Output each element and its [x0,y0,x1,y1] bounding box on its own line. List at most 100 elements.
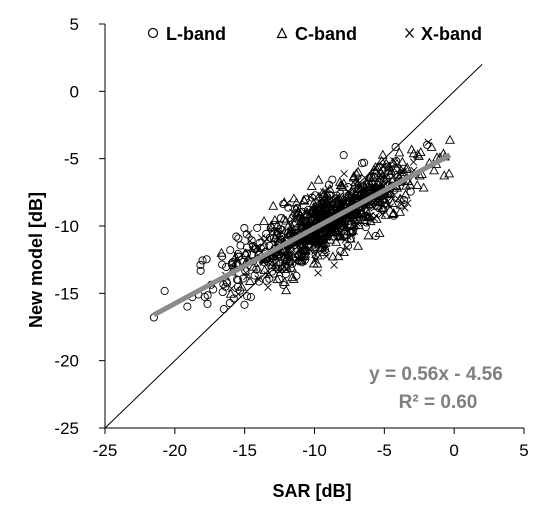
data-point [375,202,384,210]
data-point [259,258,268,266]
y-tick-label: -20 [54,352,79,371]
data-point [300,223,308,231]
lines [104,64,483,429]
series-x-band [221,138,433,298]
data-point [265,274,274,283]
data-point [287,272,298,282]
data-point [314,236,323,244]
data-point [262,276,271,285]
data-point [356,183,365,191]
data-point [264,283,272,292]
data-point [278,213,289,223]
data-point [272,262,283,272]
data-point [244,276,255,285]
data-point [358,190,366,199]
data-point [306,181,317,190]
data-point [288,273,299,283]
data-point [286,227,294,235]
data-point [365,212,374,220]
data-point [341,198,350,207]
data-point [281,285,292,295]
data-point [360,158,369,167]
data-point [317,229,325,238]
data-point [248,261,259,271]
legend-label-x-band: X-band [421,24,482,44]
data-point [306,246,314,254]
data-point [240,248,251,258]
data-point [225,288,236,298]
x-tick-label: -25 [93,441,118,460]
data-point [240,300,249,309]
data-point [227,284,236,293]
data-point [395,206,405,216]
data-point [327,251,338,261]
data-point [300,220,308,228]
data-point [246,292,255,302]
data-point [203,299,212,308]
data-point [269,214,280,224]
data-point [312,258,323,268]
data-point [348,171,359,180]
data-point [339,198,347,206]
data-point [254,274,262,283]
data-point [363,187,371,195]
y-tick-label: -15 [54,284,79,303]
data-point [385,165,393,173]
data-point [333,230,341,239]
data-point [248,242,259,252]
data-point [298,195,309,204]
data-point [322,244,331,253]
data-point [245,229,253,238]
data-point [160,286,169,296]
data-point [277,228,286,236]
data-point [380,195,391,205]
data-point [311,250,320,259]
legend-item-c-band: C-band [276,24,357,44]
data-point [339,247,349,257]
triangle-marker-icon [276,27,288,39]
data-point [218,288,227,297]
data-point [418,182,429,192]
y-tick-label: 5 [70,15,79,34]
data-point [243,272,251,281]
legend-item-x-band: X-band [405,24,482,44]
data-point [234,290,243,298]
data-point [292,213,300,222]
data-point [309,207,318,216]
data-point [263,235,271,243]
data-point [296,255,307,265]
data-point [283,245,291,254]
data-point [394,194,402,203]
x-tick-label: -20 [163,441,188,460]
y-axis-title: New model [dB] [26,192,46,328]
data-point [409,158,418,166]
data-point [351,180,359,188]
data-point [225,298,234,308]
x-tick-label: -5 [377,441,392,460]
data-point [374,228,385,238]
data-point [252,263,263,273]
data-point [253,243,261,251]
data-point [388,193,396,201]
data-point [291,257,299,265]
data-point [344,232,352,241]
data-point [306,193,314,201]
data-point [285,226,296,236]
x-tick-label: 5 [519,441,528,460]
data-point [334,176,345,186]
data-point [286,212,297,222]
data-point [429,165,440,175]
data-point [252,265,261,274]
data-point [311,250,319,259]
data-point [377,149,388,159]
tick-labels: -25 -20 -15 -10 -5 0 5 5 0 -5 -10 -15 -20 -25 [54,15,528,460]
data-point [390,157,398,165]
data-point [216,247,227,257]
x-axis-title: SAR [dB] [273,481,352,501]
data-point [324,185,332,193]
data-point [315,234,323,242]
data-point [275,267,284,276]
data-point [378,210,386,218]
data-point [183,302,192,311]
